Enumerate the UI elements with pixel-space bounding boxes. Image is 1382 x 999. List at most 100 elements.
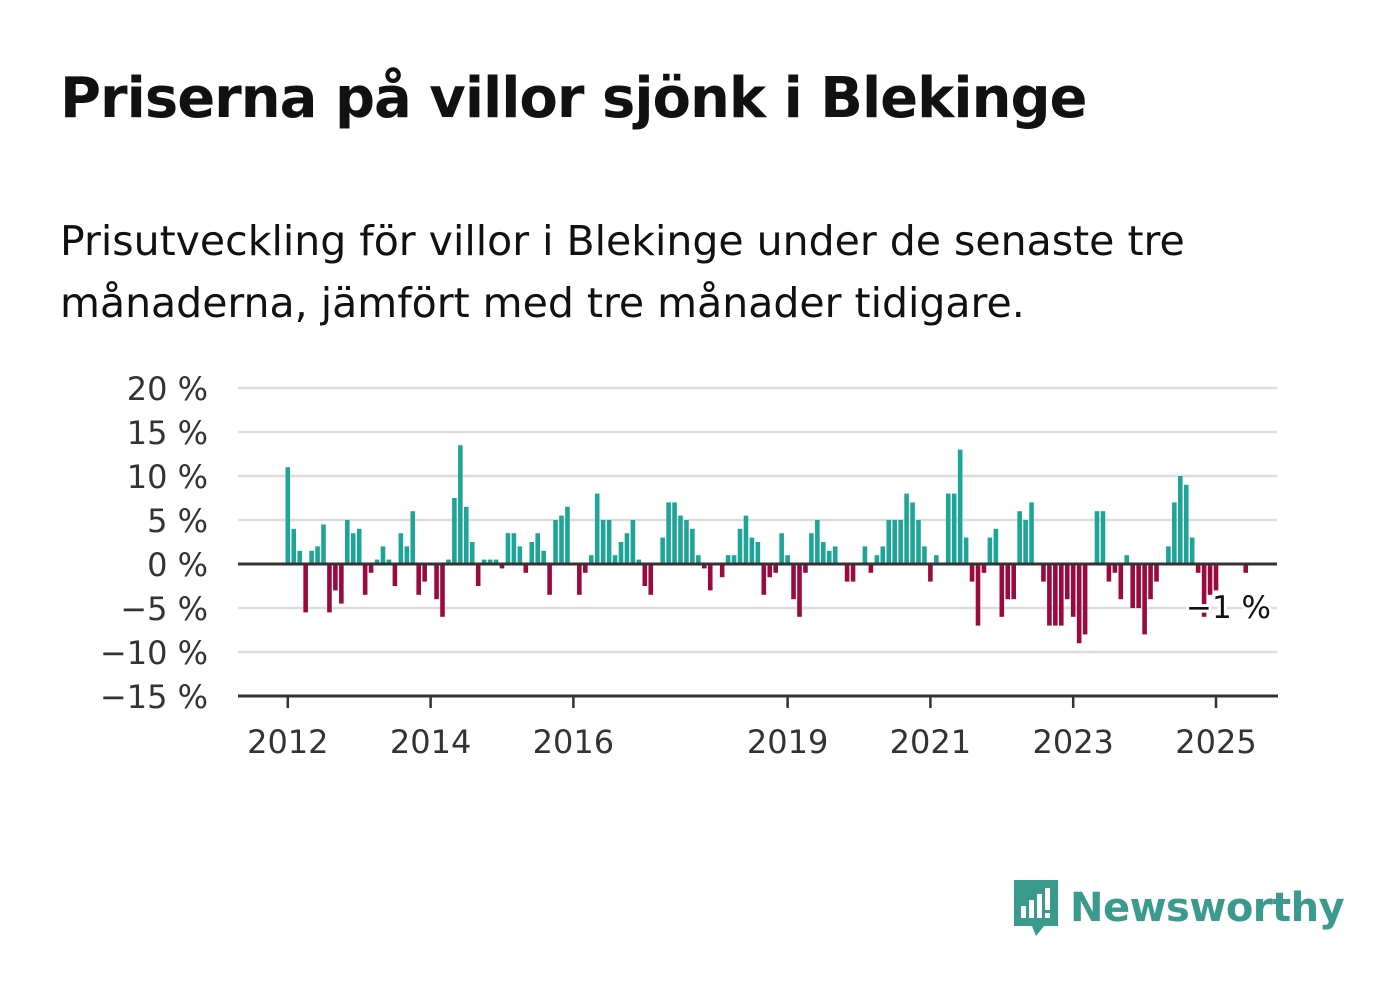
- bar: [285, 467, 291, 564]
- last-value-annotation: −1 %: [1183, 587, 1274, 629]
- bar: [440, 564, 445, 617]
- bar: [630, 520, 636, 564]
- bar: [785, 555, 790, 564]
- bar: [1195, 564, 1201, 573]
- bar: [1130, 564, 1135, 608]
- bar: [1207, 564, 1213, 595]
- bar: [333, 564, 338, 591]
- bar: [868, 564, 874, 573]
- bar: [339, 564, 344, 604]
- bar: [511, 533, 517, 564]
- bar: [398, 533, 404, 564]
- bar: [660, 537, 665, 564]
- bar: [523, 564, 529, 573]
- bar: [565, 506, 570, 564]
- bar: [642, 564, 648, 586]
- bar: [588, 555, 594, 564]
- bar: [648, 564, 654, 595]
- bar: [475, 564, 481, 586]
- bar: [678, 515, 683, 564]
- bar: [481, 559, 487, 564]
- bar: [743, 515, 749, 564]
- x-tick-label: 2016: [533, 723, 614, 761]
- bar: [886, 520, 892, 564]
- bar: [606, 520, 612, 564]
- bar: [529, 542, 535, 564]
- bar: [374, 559, 380, 564]
- bar: [594, 493, 600, 564]
- x-tick-label: 2023: [1032, 723, 1113, 761]
- bar: [945, 493, 951, 564]
- bar: [416, 564, 421, 595]
- bar: [951, 493, 957, 564]
- bar: [380, 546, 386, 564]
- chart-subtitle: Prisutveckling för villor i Blekinge und…: [60, 217, 1185, 327]
- bar: [345, 520, 350, 564]
- bar: [469, 542, 475, 564]
- bar: [487, 559, 493, 564]
- bar: [553, 520, 558, 564]
- bar: [1070, 564, 1076, 617]
- bar: [797, 564, 802, 617]
- bar: [1082, 564, 1088, 635]
- newsworthy-logo: Newsworthy: [1010, 876, 1345, 940]
- bar: [327, 564, 332, 613]
- bar: [755, 542, 761, 564]
- bar: [1183, 484, 1189, 564]
- bar: [719, 564, 725, 578]
- bar: [321, 524, 326, 564]
- bar: [404, 546, 410, 564]
- bar: [1029, 502, 1034, 564]
- bar: [910, 502, 915, 564]
- bar: [993, 528, 999, 564]
- bar: [1017, 511, 1022, 564]
- bar: [624, 533, 630, 564]
- bar: [1178, 476, 1183, 564]
- bar: [303, 564, 308, 613]
- bar: [291, 528, 297, 564]
- y-tick-label: 10 %: [127, 458, 208, 496]
- newsworthy-logo-text: Newsworthy: [1070, 885, 1345, 931]
- bar: [826, 550, 832, 564]
- bar: [1094, 511, 1100, 564]
- bar: [612, 555, 618, 564]
- bar: [577, 564, 582, 595]
- bar: [987, 537, 993, 564]
- bar: [422, 564, 427, 582]
- bar: [452, 498, 457, 564]
- x-tick-label: 2021: [890, 723, 971, 761]
- bar: [815, 520, 820, 564]
- y-tick-label: 20 %: [127, 370, 208, 408]
- bar: [541, 550, 546, 564]
- bar: [464, 506, 469, 564]
- bar: [791, 564, 796, 600]
- bar: [1154, 564, 1159, 582]
- bar: [392, 564, 398, 586]
- bar: [1106, 564, 1112, 582]
- bar: [934, 555, 939, 564]
- bar: [702, 564, 707, 569]
- bar: [434, 564, 439, 600]
- bar: [1041, 564, 1046, 582]
- bar: [1172, 502, 1177, 564]
- bar: [809, 533, 814, 564]
- bar: [832, 546, 838, 564]
- bar: [684, 520, 689, 564]
- bar: [386, 559, 392, 564]
- bar: [1189, 537, 1195, 564]
- bar: [969, 564, 975, 582]
- bar: [410, 511, 416, 564]
- bar: [981, 564, 987, 573]
- bar: [1112, 564, 1118, 573]
- bar: [779, 533, 784, 564]
- chart-title: Priserna på villor sjönk i Blekinge: [60, 66, 1088, 131]
- bar: [975, 564, 981, 626]
- bar: [916, 520, 921, 564]
- bar: [904, 493, 909, 564]
- bar: [737, 528, 743, 564]
- y-axis-ticks: 20 % 15 % 10 % 5 % 0 % −5 % −10 % −15 %: [100, 370, 208, 716]
- bar: [1100, 511, 1106, 564]
- bar: [963, 537, 969, 564]
- bar: [696, 555, 701, 564]
